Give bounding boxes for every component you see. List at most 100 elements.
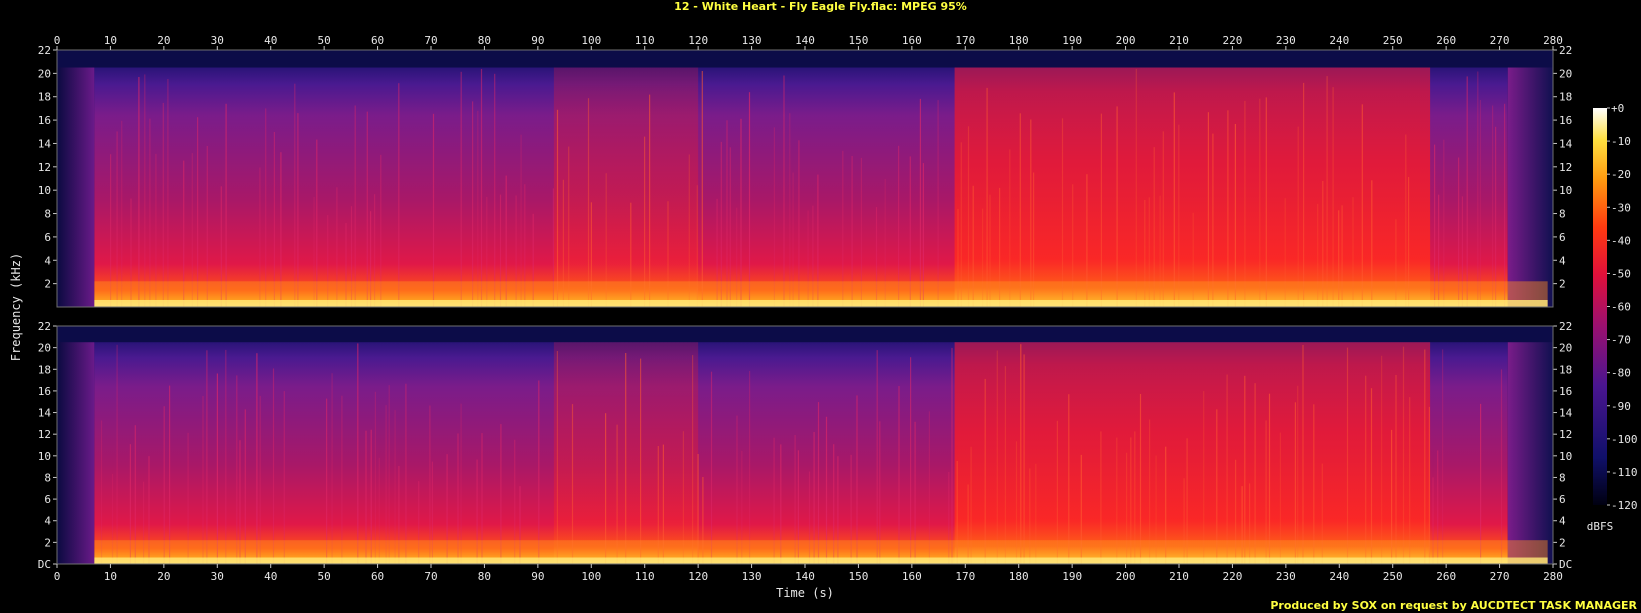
y-tick-label-left: 18 [38,91,51,104]
y-tick-label-left: 16 [38,385,51,398]
transient-streak [500,424,502,564]
y-tick-label-left: 8 [44,208,51,221]
y-tick-label-left: 22 [38,320,51,333]
transient-streak [405,383,407,564]
y-tick-label-right: 2 [1559,536,1566,549]
transient-streak [1268,393,1271,564]
transient-streak [121,120,123,307]
transient-streak [813,432,815,564]
y-tick-label-left: 6 [44,231,51,244]
x-tick-label-top: 120 [688,34,708,47]
transient-streak [149,118,151,307]
transient-streak [1226,374,1228,564]
transient-streak [187,432,189,564]
transient-streak [748,92,751,307]
transient-streak [922,163,924,307]
transient-streak [1341,205,1343,307]
transient-streak [909,156,911,307]
transient-streak [460,403,462,564]
transient-streak [144,74,146,308]
transient-streak [1265,97,1267,308]
colorbar-tick-label: -80 [1611,367,1631,380]
x-tick-label-top: 60 [371,34,384,47]
transient-streak [662,444,664,564]
transient-streak [571,404,574,564]
y-tick-label-right: 12 [1559,428,1572,441]
transient-streak [1480,403,1482,564]
transient-streak [1338,210,1340,307]
transient-streak [486,196,488,307]
transient-streak [1504,103,1506,307]
transient-streak [1139,394,1142,564]
transient-streak [239,440,241,564]
transient-streak [259,395,261,564]
transient-streak [370,429,372,564]
transient-streak [1432,477,1434,564]
transient-streak [265,108,267,308]
transient-streak [1086,174,1088,307]
transient-streak [1116,106,1118,308]
transient-streak [1029,468,1031,564]
transient-streak [1371,180,1373,307]
transient-streak [236,375,238,564]
x-tick-label-bottom: 100 [581,570,601,583]
transient-streak [532,213,534,307]
transient-streak [688,154,690,307]
transient-streak [457,433,459,564]
transient-streak [1322,181,1324,307]
x-tick-label-top: 20 [157,34,170,47]
transient-streak [1405,134,1407,307]
transient-streak [860,157,862,307]
transient-streak [283,391,285,564]
transient-streak [780,444,782,564]
x-tick-label-bottom: 80 [478,570,491,583]
x-tick-label-top: 160 [902,34,922,47]
transient-streak [556,351,558,564]
y-tick-label-left: 8 [44,471,51,484]
transient-streak [794,435,796,564]
y-tick-label-right: 20 [1559,67,1572,80]
transient-streak [1192,212,1194,307]
y-tick-label-right: 10 [1559,450,1572,463]
y-tick-label-right: 8 [1559,208,1566,221]
transient-streak [910,357,912,564]
transient-streak [134,425,136,564]
loud-section [954,342,1431,564]
transient-streak [842,150,844,307]
transient-streak [956,461,958,564]
transient-streak [1241,486,1243,564]
transient-streak [1126,452,1128,564]
transient-streak [817,174,819,307]
transient-streak [220,186,222,307]
transient-streak [345,223,347,307]
transient-streak [481,433,483,564]
transient-streak [948,472,950,564]
y-tick-label-left: 16 [38,114,51,127]
transient-streak [720,141,722,307]
transient-streak [1442,349,1444,564]
colorbar-tick-label: -110 [1611,466,1638,479]
y-tick-label-right: 22 [1559,44,1572,57]
transient-streak [1056,420,1058,564]
transient-streak [1100,113,1102,307]
transient-streak [1434,144,1436,307]
mid-section [553,67,699,307]
transient-streak [129,444,131,564]
transient-streak [378,457,380,564]
x-tick-label-bottom: 0 [54,570,61,583]
transient-streak [519,486,521,564]
transient-streak [960,142,962,307]
transient-streak [1004,366,1006,564]
transient-streak [1148,197,1150,307]
y-tick-label-left: 10 [38,184,51,197]
transient-streak [808,471,811,564]
x-axis-label: Time (s) [776,586,834,600]
intro-region [57,67,95,307]
transient-streak [1153,147,1155,307]
transient-streak [505,175,507,307]
x-tick-label-top: 10 [104,34,117,47]
transient-streak [480,69,483,307]
transient-streak [1019,113,1021,307]
transient-streak [898,386,900,564]
y-tick-label-right: 16 [1559,114,1572,127]
